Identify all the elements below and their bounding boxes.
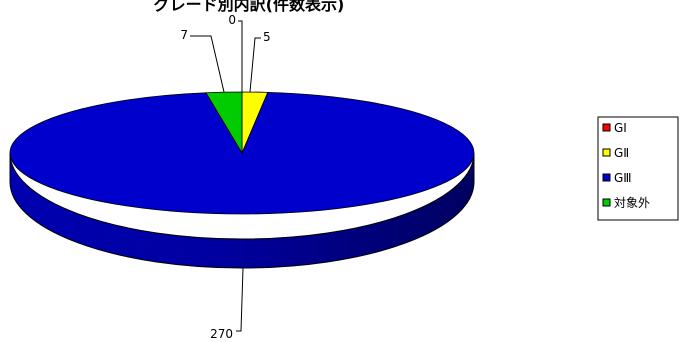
leader-line-3 — [190, 35, 225, 93]
legend-swatch-1 — [602, 148, 611, 157]
chart-title: グレード別内訳(件数表示) — [154, 0, 345, 14]
leader-line-2 — [236, 267, 244, 332]
legend-box — [597, 116, 679, 221]
data-label-2: 270 — [210, 327, 233, 341]
legend-label-1: GⅡ — [614, 146, 629, 160]
data-label-0: 0 — [228, 13, 236, 27]
data-label-3: 7 — [180, 28, 188, 42]
leader-line-1 — [249, 37, 261, 93]
legend-swatch-0 — [602, 123, 611, 132]
pie-side-wall — [9, 152, 475, 269]
legend-label-2: GⅢ — [614, 171, 632, 185]
data-label-1: 5 — [263, 30, 271, 44]
legend-label-3: 対象外 — [614, 196, 650, 210]
leader-line-0 — [238, 20, 243, 92]
legend-label-0: GⅠ — [614, 121, 627, 135]
legend-swatch-3 — [602, 198, 611, 207]
legend-swatch-2 — [602, 173, 611, 182]
